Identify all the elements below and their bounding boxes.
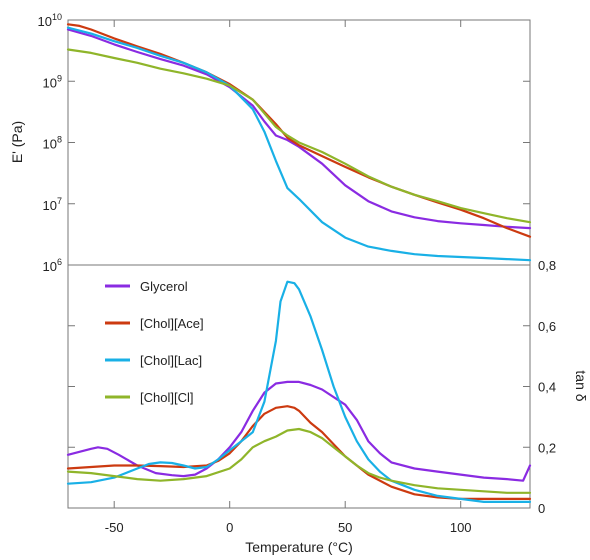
bottom-y-ticks: 0 0,2 0,4 0,6 0,8 — [68, 258, 556, 516]
top-y-ticks: 106 107 108 109 1010 — [38, 12, 530, 274]
legend-label-chol-lac: [Chol][Lac] — [140, 353, 202, 368]
bottom-y-tick-label-2: 0,4 — [538, 380, 556, 395]
top-y-tick-label-2: 108 — [43, 135, 62, 152]
top-series-chol-cl — [66, 48, 532, 224]
top-y-tick-label-1: 107 — [43, 196, 62, 213]
top-y-tick-label-4: 1010 — [38, 12, 62, 29]
top-series-group — [66, 23, 532, 262]
bottom-series-chol-ace — [66, 405, 532, 500]
x-axis-title: Temperature (°C) — [245, 539, 353, 555]
bottom-series-chol-cl — [66, 427, 532, 494]
top-series-glycerol — [66, 28, 532, 230]
top-series-chol-ace — [66, 23, 532, 238]
top-series-chol-lac — [66, 26, 532, 262]
bottom-series-chol-lac — [66, 280, 532, 503]
legend: Glycerol [Chol][Ace] [Chol][Lac] [Chol][Cl] — [105, 279, 204, 405]
bottom-y-axis-title: tan δ — [573, 370, 589, 401]
storage-modulus-panel: 106 107 108 109 1010 E' (Pa) — [9, 12, 532, 274]
top-y-tick-label-3: 109 — [43, 73, 62, 90]
x-tick-label-3: 100 — [450, 520, 472, 535]
bottom-x-ticks: -50 0 50 100 — [105, 20, 472, 535]
legend-label-glycerol: Glycerol — [140, 279, 188, 294]
legend-label-chol-ace: [Chol][Ace] — [140, 316, 204, 331]
top-y-tick-label-0: 106 — [43, 257, 62, 274]
bottom-series-group — [66, 280, 532, 503]
bottom-series-glycerol — [66, 380, 532, 482]
bottom-y-tick-label-1: 0,2 — [538, 440, 556, 455]
top-y-axis-title: E' (Pa) — [9, 121, 25, 163]
bottom-y-tick-label-3: 0,6 — [538, 319, 556, 334]
bottom-plot-frame — [67, 264, 531, 509]
x-tick-label-0: -50 — [105, 520, 124, 535]
bottom-y-tick-label-0: 0 — [538, 501, 545, 516]
bottom-y-tick-label-4: 0,8 — [538, 258, 556, 273]
x-tick-label-2: 50 — [338, 520, 352, 535]
x-tick-label-1: 0 — [226, 520, 233, 535]
tan-delta-panel: 0 0,2 0,4 0,6 0,8 -50 0 50 100 tan δ Temperatur… — [66, 20, 589, 555]
legend-label-chol-cl: [Chol][Cl] — [140, 390, 193, 405]
